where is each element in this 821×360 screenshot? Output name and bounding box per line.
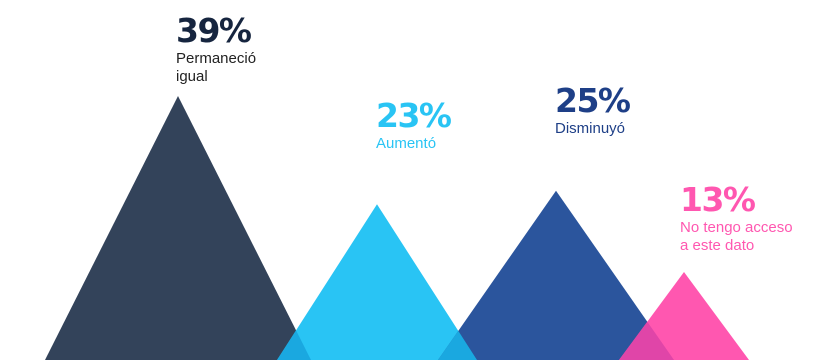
category-label-3: Disminuyó bbox=[555, 120, 625, 137]
category-label-2: Aumentó bbox=[376, 135, 436, 152]
value-label-4: 13% bbox=[680, 180, 756, 219]
triangle-bar-2 bbox=[277, 204, 477, 360]
overlap-region-1 bbox=[277, 330, 311, 360]
category-label-1: Permaneció bbox=[176, 50, 256, 67]
value-label-3: 25% bbox=[555, 81, 631, 120]
overlap-region-3 bbox=[619, 321, 674, 360]
overlap-region-2 bbox=[438, 330, 477, 360]
triangle-bar-1 bbox=[45, 96, 311, 360]
category-label-1: igual bbox=[176, 68, 208, 85]
category-label-4: a este dato bbox=[680, 237, 754, 254]
triangle-bar-3 bbox=[438, 190, 674, 360]
category-label-4: No tengo acceso bbox=[680, 219, 793, 236]
value-label-1: 39% bbox=[176, 11, 252, 50]
value-label-2: 23% bbox=[376, 96, 452, 135]
